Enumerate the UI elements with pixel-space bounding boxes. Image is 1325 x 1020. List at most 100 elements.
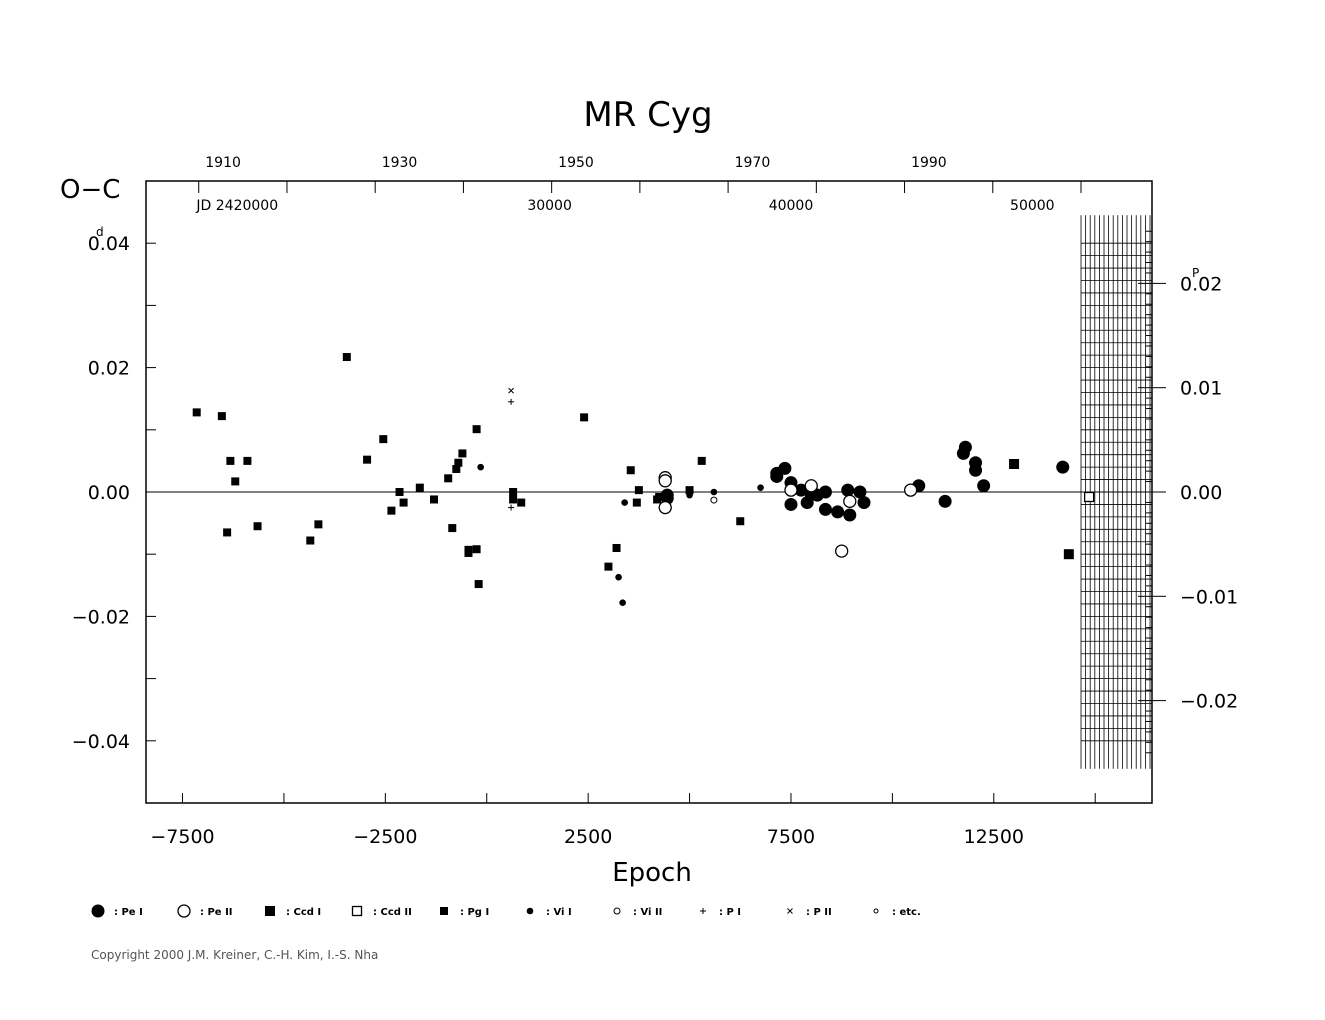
top-year-label: 1990 (911, 155, 947, 171)
axis-ticks (146, 230, 1166, 803)
data-point (615, 573, 622, 581)
top-year-label: 1910 (205, 155, 241, 171)
top-jd-label: 30000 (527, 198, 572, 214)
y-tick-label: −0.04 (72, 731, 130, 753)
data-point (444, 474, 453, 483)
data-point (619, 599, 626, 607)
right-unit-mark: P (1192, 266, 1199, 280)
x-tick-label: 7500 (767, 826, 815, 848)
data-point (517, 498, 526, 507)
y-tick-label: −0.02 (72, 606, 130, 628)
data-point (253, 522, 262, 531)
top-year-label: 1950 (558, 155, 594, 171)
legend-label: : P II (806, 907, 832, 918)
data-point (843, 508, 857, 522)
data-point (508, 398, 515, 405)
data-point (454, 458, 463, 467)
data-point (697, 456, 706, 465)
data-point (395, 488, 404, 496)
data-point (655, 492, 664, 501)
data-point (685, 486, 694, 495)
data-point (472, 545, 481, 554)
y-tick-label: 0.00 (88, 482, 130, 504)
data-point (387, 506, 396, 515)
data-point (835, 544, 849, 558)
data-point (448, 524, 457, 533)
data-point (818, 502, 832, 516)
chart-title: MR Cyg (583, 95, 712, 135)
data-point (804, 479, 818, 493)
data-point (658, 500, 672, 515)
data-point (415, 483, 424, 492)
top-jd-prefix: JD 2420000 (195, 198, 278, 214)
legend-label: : Vi I (546, 907, 572, 918)
data-point (658, 474, 672, 488)
x-axis-label: Epoch (612, 858, 692, 888)
data-point (757, 484, 764, 491)
top-year-label: 1930 (382, 155, 418, 171)
data-point (508, 504, 515, 511)
top-axes: 1910 1930 1950 1970 1990 JD 2420000 30000 40000… (195, 155, 1082, 214)
y-unit-mark: d (96, 225, 104, 239)
data-point (464, 545, 473, 554)
legend-label: : Ccd II (373, 907, 412, 918)
data-point (458, 449, 467, 458)
data-point (363, 455, 372, 464)
data-point (784, 483, 798, 497)
y-tick-label: 0.04 (88, 233, 130, 255)
data-point (1009, 459, 1020, 470)
data-point (841, 483, 855, 497)
legend-label: : Pg I (460, 907, 489, 918)
x-tick-label: 12500 (964, 826, 1024, 848)
data-point (632, 498, 641, 507)
data-point (903, 483, 918, 497)
legend-symbol (265, 906, 275, 916)
data-point (306, 536, 315, 545)
data-point (231, 477, 240, 486)
data-point (509, 495, 518, 504)
right-tick-label: 0.02 (1180, 273, 1222, 295)
data-point (621, 499, 628, 506)
top-jd-label: 50000 (1010, 198, 1055, 214)
data-point (843, 494, 857, 508)
legend-label: : etc. (892, 907, 921, 918)
data-points (192, 353, 1095, 607)
legend: : Pe I : Pe II : Ccd I : Ccd II : Pg I : Vi I… (91, 904, 921, 918)
data-point (509, 488, 518, 496)
data-point (778, 461, 792, 475)
data-point (452, 464, 461, 473)
data-point (580, 413, 589, 422)
data-point (474, 580, 483, 589)
data-point (604, 562, 613, 571)
data-point (770, 469, 784, 483)
data-point (831, 505, 845, 519)
tick-labels: −7500 −2500 2500 7500 12500 0.04 0.02 0.00 −0.02… (72, 233, 1238, 848)
data-point (1063, 549, 1074, 560)
data-point (477, 463, 484, 471)
data-point (736, 517, 745, 526)
data-point (794, 483, 808, 497)
legend-symbol (440, 907, 448, 915)
legend-label: : Ccd I (286, 907, 321, 918)
legend-label: : Pe I (114, 907, 143, 918)
x-tick-label: 2500 (564, 826, 612, 848)
data-point (472, 425, 481, 434)
legend-symbol (526, 907, 534, 915)
data-point (710, 488, 718, 496)
data-point (958, 440, 972, 454)
data-point (226, 456, 235, 465)
data-point (853, 485, 867, 499)
data-point (818, 485, 832, 499)
data-point (399, 498, 408, 507)
data-point (857, 496, 871, 510)
data-point (430, 495, 439, 504)
x-tick-label: −2500 (353, 826, 417, 848)
legend-label: : Vi II (633, 907, 662, 918)
data-point (314, 520, 323, 529)
right-tick-label: 0.01 (1180, 378, 1222, 400)
right-tick-label: −0.01 (1180, 586, 1238, 608)
data-point (379, 435, 388, 444)
legend-label: : Pe II (200, 907, 233, 918)
data-point (634, 486, 643, 495)
legend-symbol (700, 908, 706, 914)
